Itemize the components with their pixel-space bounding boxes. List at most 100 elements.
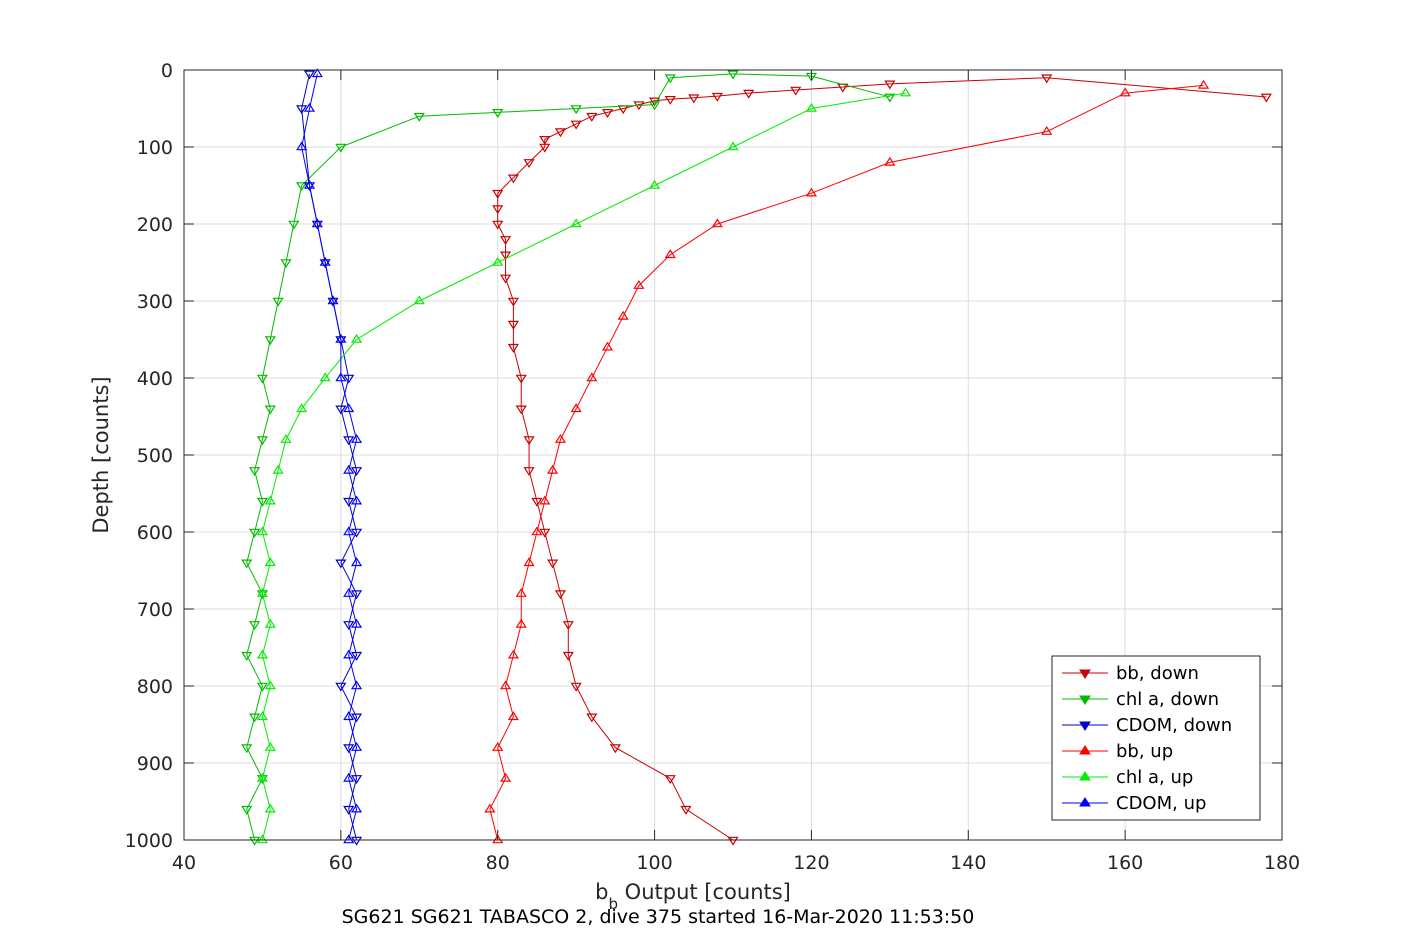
data-point xyxy=(350,467,363,477)
data-point xyxy=(507,343,519,353)
data-point xyxy=(413,112,425,122)
data-point xyxy=(249,713,261,723)
data-point xyxy=(264,618,276,628)
data-point xyxy=(350,836,363,846)
data-point xyxy=(343,403,355,413)
data-point xyxy=(499,251,512,261)
y-axis-ticks: 0 100 200 300 400 500 600 700 800 900 1000 xyxy=(125,60,1282,852)
data-point xyxy=(531,497,543,507)
data-point xyxy=(727,70,739,80)
legend-label: chl a, down xyxy=(1116,689,1219,710)
data-point xyxy=(586,713,598,723)
data-point xyxy=(249,528,261,538)
x-tick-label: 140 xyxy=(950,852,986,874)
data-point xyxy=(343,374,355,384)
data-point xyxy=(562,651,574,661)
y-tick-label: 700 xyxy=(137,599,173,621)
data-point xyxy=(264,495,276,505)
data-point xyxy=(256,772,269,782)
data-point xyxy=(633,279,645,289)
data-point xyxy=(249,836,261,846)
data-point xyxy=(241,805,253,815)
data-point xyxy=(507,297,519,307)
data-point xyxy=(523,436,535,446)
data-point xyxy=(1197,79,1210,89)
data-point xyxy=(539,136,551,145)
data-point xyxy=(570,682,582,692)
legend: bb, down chl a, down CDOM, down bb, up chl a… xyxy=(1051,655,1261,821)
data-point xyxy=(288,220,300,230)
data-point xyxy=(1041,125,1053,135)
data-point xyxy=(335,559,347,569)
data-point xyxy=(515,405,527,415)
data-point xyxy=(1119,87,1131,97)
y-tick-label: 200 xyxy=(137,214,173,236)
data-point xyxy=(264,803,276,813)
series-line xyxy=(489,84,1204,841)
data-point xyxy=(507,711,519,721)
legend-label: CDOM, down xyxy=(1116,715,1232,736)
data-point xyxy=(586,112,598,122)
data-point xyxy=(303,102,316,112)
data-point xyxy=(413,295,425,305)
data-point xyxy=(350,333,363,343)
legend-item: chl a, down xyxy=(1062,689,1219,710)
data-series xyxy=(241,68,1272,846)
y-tick-label: 900 xyxy=(137,753,173,775)
data-point xyxy=(539,495,551,505)
data-point xyxy=(515,587,527,597)
data-point xyxy=(539,528,551,538)
data-point xyxy=(570,105,582,115)
data-point xyxy=(350,803,363,813)
series-line xyxy=(301,73,358,841)
x-tick-label: 40 xyxy=(172,852,196,874)
y-tick-label: 1000 xyxy=(125,830,173,852)
series-bb-up xyxy=(484,79,1210,844)
legend-item: bb, up xyxy=(1062,741,1173,762)
legend-item: bb, down xyxy=(1062,663,1199,684)
data-point xyxy=(327,297,339,307)
data-point xyxy=(335,682,347,692)
x-tick-label: 120 xyxy=(793,852,829,874)
figure-caption: SG621 SG621 TABASCO 2, dive 375 started … xyxy=(342,906,975,928)
data-point xyxy=(296,141,308,151)
data-point xyxy=(554,433,567,443)
x-tick-label: 100 xyxy=(636,852,672,874)
data-point xyxy=(327,295,339,305)
data-point xyxy=(727,836,739,846)
data-point xyxy=(272,464,284,474)
data-point xyxy=(899,87,912,97)
data-point xyxy=(884,93,896,103)
data-point xyxy=(609,744,621,754)
data-point xyxy=(884,80,896,90)
data-point xyxy=(256,649,269,659)
data-point xyxy=(492,205,504,215)
data-point xyxy=(570,403,582,413)
data-point xyxy=(515,374,527,384)
data-point xyxy=(547,559,559,569)
y-tick-label: 800 xyxy=(137,676,173,698)
data-point xyxy=(335,336,347,346)
data-point xyxy=(256,374,269,384)
data-point xyxy=(256,587,269,597)
data-point xyxy=(335,143,347,153)
data-point xyxy=(350,618,363,628)
data-point xyxy=(343,744,355,754)
series-line xyxy=(246,73,890,841)
data-point xyxy=(350,741,363,751)
data-point xyxy=(264,405,276,415)
data-point xyxy=(680,805,692,815)
data-point xyxy=(743,89,755,99)
data-point xyxy=(570,120,582,130)
legend-marker xyxy=(1079,745,1091,755)
y-tick-label: 600 xyxy=(137,522,173,544)
x-axis-label-rest: Output [counts] xyxy=(618,880,791,904)
data-point xyxy=(586,372,598,382)
x-axis-label-main: b xyxy=(595,880,608,904)
series-chl-a-down xyxy=(241,70,896,846)
data-point xyxy=(484,803,496,813)
data-point xyxy=(523,467,535,477)
legend-box xyxy=(1051,655,1261,821)
legend-marker xyxy=(1079,669,1091,679)
data-point xyxy=(711,92,723,102)
